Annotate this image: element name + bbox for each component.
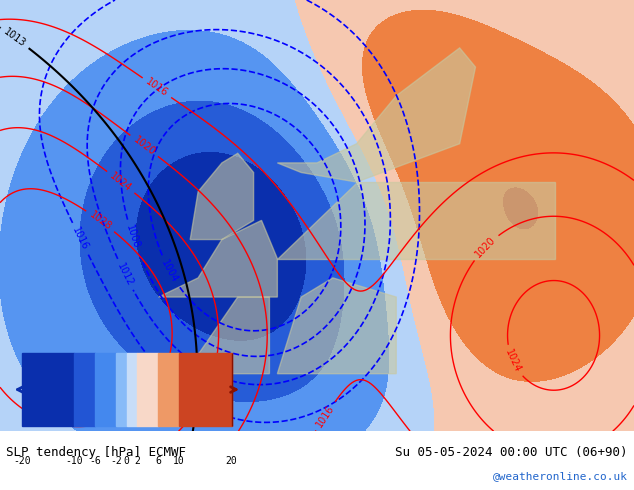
Text: 1020: 1020	[131, 134, 157, 157]
Bar	[138, 353, 158, 426]
Text: -10: -10	[65, 456, 83, 466]
Text: @weatheronline.co.uk: @weatheronline.co.uk	[493, 471, 628, 481]
Text: 10: 10	[173, 456, 185, 466]
Text: 2: 2	[134, 456, 140, 466]
Bar	[74, 353, 95, 426]
Text: 0: 0	[124, 456, 130, 466]
Text: 1012: 1012	[115, 261, 135, 288]
Text: 1020: 1020	[474, 235, 498, 260]
Polygon shape	[278, 182, 555, 259]
Text: SLP tendency [hPa] ECMWF: SLP tendency [hPa] ECMWF	[6, 446, 186, 459]
Polygon shape	[158, 220, 278, 297]
Text: -20: -20	[13, 456, 31, 466]
Bar	[95, 353, 116, 426]
Bar	[158, 353, 179, 426]
Bar	[116, 353, 127, 426]
Bar	[22, 353, 74, 426]
Text: 1008: 1008	[124, 223, 141, 249]
Text: 1013: 1013	[2, 26, 28, 49]
Text: 20: 20	[226, 456, 237, 466]
Text: 6: 6	[155, 456, 161, 466]
Bar	[179, 353, 231, 426]
Text: 1016: 1016	[314, 403, 337, 429]
Polygon shape	[278, 48, 476, 182]
Text: 1016: 1016	[70, 225, 90, 251]
Polygon shape	[190, 153, 254, 240]
Text: 1004: 1004	[159, 258, 180, 284]
Text: -6: -6	[89, 456, 101, 466]
Text: Su 05-05-2024 00:00 UTC (06+90): Su 05-05-2024 00:00 UTC (06+90)	[395, 446, 628, 459]
Text: 1028: 1028	[87, 210, 113, 232]
Polygon shape	[158, 297, 269, 374]
Text: 1024: 1024	[503, 348, 523, 375]
Text: 1024: 1024	[108, 171, 134, 194]
Polygon shape	[278, 278, 396, 374]
Bar	[127, 353, 138, 426]
Text: -2: -2	[110, 456, 122, 466]
Text: 1016: 1016	[144, 76, 170, 99]
